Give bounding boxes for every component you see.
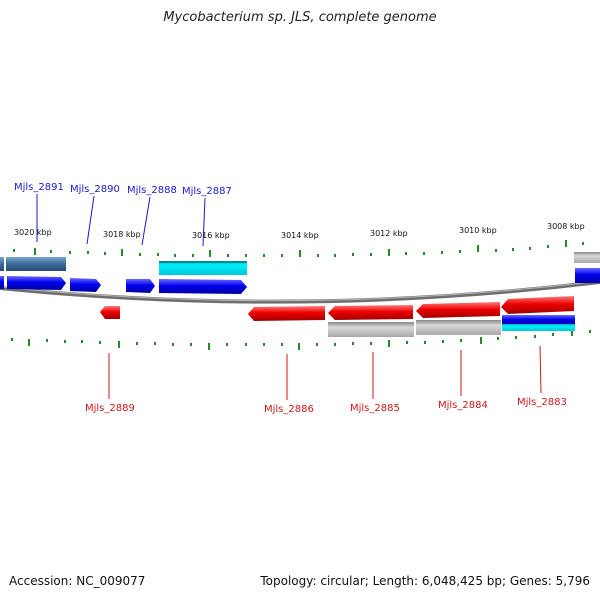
gene-feature-forward[interactable] bbox=[7, 276, 66, 290]
gene-label-bottom[interactable]: Mjls_2889 bbox=[85, 403, 135, 414]
gene-feature-cyan[interactable] bbox=[159, 261, 247, 275]
gene-feature-steel[interactable] bbox=[6, 257, 66, 271]
genome-title: Mycobacterium sp. JLS, complete genome bbox=[163, 10, 437, 25]
gene-feature-cyan[interactable] bbox=[502, 324, 575, 331]
upper-tick-row bbox=[13, 240, 584, 257]
gene-feature-forward[interactable] bbox=[575, 268, 600, 283]
reverse-strand-track bbox=[100, 296, 575, 337]
accession-text: Accession: NC_009077 bbox=[9, 574, 146, 588]
gene-feature-reverse[interactable] bbox=[248, 306, 325, 321]
scale-label: 3012 kbp bbox=[370, 229, 408, 238]
gene-feature-forward[interactable] bbox=[126, 279, 155, 293]
scale-label: 3008 kbp bbox=[547, 222, 585, 231]
gene-feature-gray[interactable] bbox=[416, 320, 501, 335]
gene-feature-reverse[interactable] bbox=[328, 305, 413, 320]
genome-backbone bbox=[0, 280, 600, 304]
forward-strand-track bbox=[0, 252, 600, 294]
gene-feature-reverse[interactable] bbox=[501, 296, 574, 314]
scale-label: 3010 kbp bbox=[459, 226, 497, 235]
bottom-gene-labels bbox=[108, 345, 542, 400]
gene-feature-gray[interactable] bbox=[574, 252, 600, 263]
scale-label: 3016 kbp bbox=[192, 231, 230, 240]
gene-feature-reverse[interactable] bbox=[100, 306, 120, 319]
gene-label-top[interactable]: Mjls_2890 bbox=[70, 184, 120, 195]
scale-label: 3020 kbp bbox=[14, 228, 52, 237]
gene-feature-gray[interactable] bbox=[328, 322, 414, 337]
scale-label: 3018 kbp bbox=[103, 230, 141, 239]
top-gene-labels bbox=[36, 194, 206, 247]
gene-label-top[interactable]: Mjls_2887 bbox=[182, 186, 232, 197]
gene-label-bottom[interactable]: Mjls_2885 bbox=[350, 403, 400, 414]
gene-feature-forward[interactable] bbox=[502, 315, 575, 325]
gene-feature-forward[interactable] bbox=[70, 278, 101, 292]
gene-feature-forward[interactable] bbox=[159, 279, 247, 294]
gene-label-bottom[interactable]: Mjls_2883 bbox=[517, 397, 567, 408]
gene-label-bottom[interactable]: Mjls_2884 bbox=[438, 400, 488, 411]
gene-label-bottom[interactable]: Mjls_2886 bbox=[264, 404, 314, 415]
gene-feature-forward[interactable] bbox=[0, 276, 4, 289]
lower-tick-row bbox=[11, 329, 591, 350]
gene-feature-reverse[interactable] bbox=[416, 302, 500, 318]
scale-label: 3014 kbp bbox=[281, 231, 319, 240]
gene-label-top[interactable]: Mjls_2891 bbox=[14, 182, 64, 193]
gene-label-top[interactable]: Mjls_2888 bbox=[127, 185, 177, 196]
genome-summary-text: Topology: circular; Length: 6,048,425 bp… bbox=[260, 574, 590, 588]
